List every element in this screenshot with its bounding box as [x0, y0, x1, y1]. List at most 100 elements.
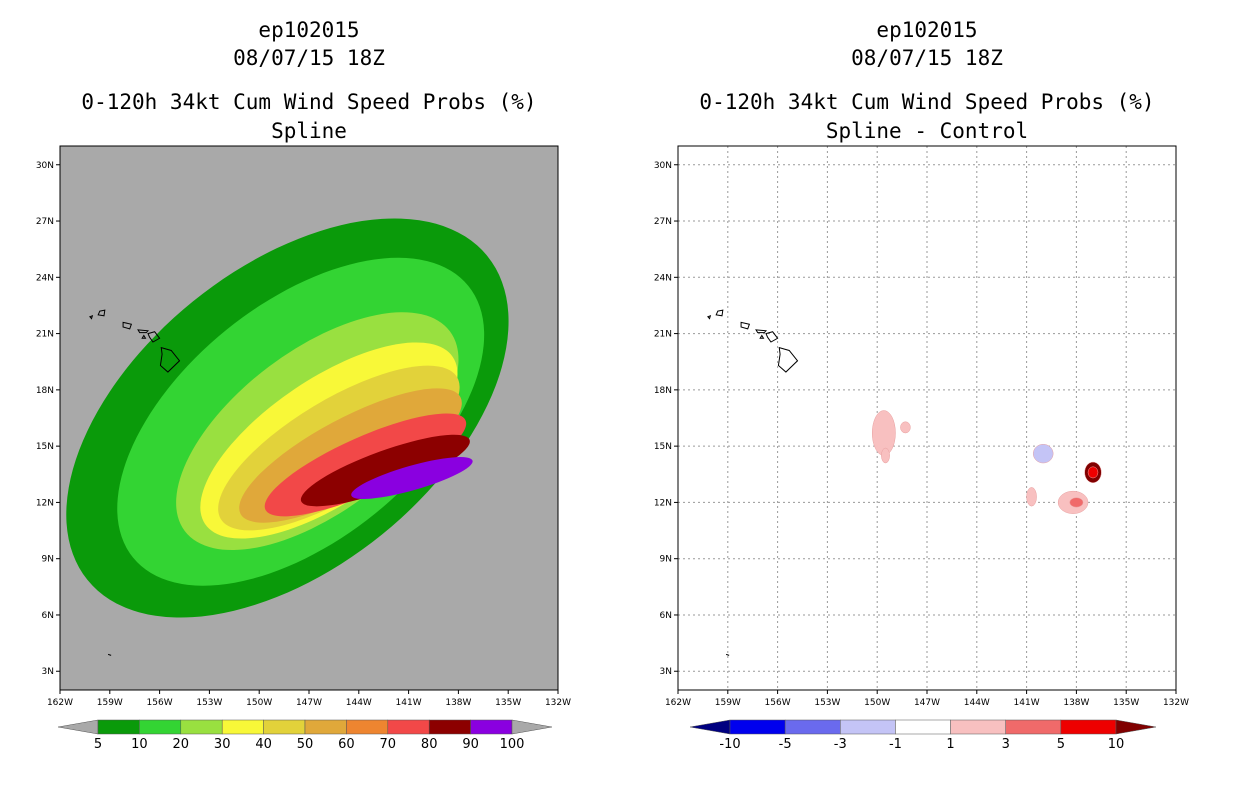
right-subtitle: Spline - Control: [825, 119, 1029, 143]
left-colorbar-segment: [221, 719, 264, 735]
left-colorbar-segment: [139, 719, 182, 735]
right-xtick-label: 135W: [1113, 698, 1139, 708]
right-xtick-label: 138W: [1063, 698, 1089, 708]
right-colorbar-segment: [784, 719, 841, 735]
right-title: 0-120h 34kt Cum Wind Speed Probs (%): [699, 90, 1155, 114]
left-subtitle: Spline: [271, 119, 347, 143]
left-datetime: 08/07/15 18Z: [233, 46, 385, 70]
left-colorbar-label: 20: [173, 737, 190, 752]
left-xtick-label: 162W: [47, 698, 73, 708]
right-colorbar-label: 1: [946, 737, 954, 752]
right-island-coastline: [765, 331, 779, 343]
left-colorbar-segment: [180, 719, 223, 735]
right-island-coastline: [759, 334, 765, 339]
right-colorbar-arrow-high: [1115, 719, 1157, 735]
right-colorbar-segment: [729, 719, 786, 735]
left-colorbar-arrow-high: [511, 719, 553, 735]
left-contour-80: [300, 434, 470, 507]
right-anomaly: [1032, 444, 1054, 464]
right-anomaly: [900, 421, 911, 434]
right-xtick-label: 132W: [1163, 698, 1189, 708]
right-colorbar-segment: [1005, 719, 1062, 735]
left-colorbar-label: 90: [462, 737, 479, 752]
left-colorbar-label: 30: [214, 737, 231, 752]
left-island-coastline: [137, 329, 150, 334]
right-ytick-label: 6N: [660, 611, 672, 621]
left-xtick-label: 159W: [97, 698, 123, 708]
left-xtick-label: 138W: [445, 698, 471, 708]
right-colorbar-label: -10: [719, 737, 740, 752]
right-colorbar-label: -3: [834, 737, 847, 752]
left-ytick-label: 24N: [36, 273, 54, 283]
left-ytick-label: 18N: [36, 386, 54, 396]
right-anomaly: [1069, 497, 1084, 508]
left-island-coastline: [97, 309, 106, 317]
left-colorbar-arrow-low: [57, 719, 99, 735]
right-xtick-label: 153W: [814, 698, 840, 708]
right-xtick-label: 162W: [665, 698, 691, 708]
left-colorbar-label: 10: [131, 737, 148, 752]
left-island-coastline: [147, 331, 161, 343]
right-island-coastline: [777, 346, 799, 373]
right-ytick-label: 9N: [660, 555, 672, 565]
left-colorbar-label: 5: [94, 737, 102, 752]
right-xtick-label: 147W: [914, 698, 940, 708]
right-colorbar-label: -1: [889, 737, 902, 752]
right-ytick-label: 12N: [654, 498, 672, 508]
left-colorbar-label: 80: [421, 737, 438, 752]
left-island-coastline: [107, 653, 112, 656]
left-colorbar-label: 50: [297, 737, 314, 752]
right-ytick-label: 3N: [660, 667, 672, 677]
left-colorbar-segment: [263, 719, 306, 735]
left-ytick-label: 6N: [42, 611, 54, 621]
left-xtick-label: 141W: [396, 698, 422, 708]
left-xtick-label: 135W: [495, 698, 521, 708]
right-ytick-label: 15N: [654, 442, 672, 452]
left-colorbar-segment: [346, 719, 389, 735]
left-ytick-label: 21N: [36, 330, 54, 340]
right-colorbar-label: -5: [779, 737, 792, 752]
right-xtick-label: 144W: [964, 698, 990, 708]
left-ytick-label: 30N: [36, 161, 54, 171]
right-ytick-label: 24N: [654, 273, 672, 283]
right-colorbar-segment: [895, 719, 951, 735]
right-island-coastline: [715, 309, 724, 317]
left-xtick-label: 132W: [545, 698, 571, 708]
right-anomaly: [881, 447, 890, 464]
right-xtick-label: 156W: [765, 698, 791, 708]
right-ytick-label: 18N: [654, 386, 672, 396]
right-difference-map: 162W 159W 156W 153W 150W 147W 144W 141W 138W 135W…: [654, 145, 1189, 752]
right-ytick-label: 21N: [654, 330, 672, 340]
right-datetime: 08/07/15 18Z: [851, 46, 1003, 70]
right-colorbar-arrow-low: [689, 719, 731, 735]
left-ytick-label: 27N: [36, 217, 54, 227]
right-xtick-label: 159W: [715, 698, 741, 708]
left-ytick-label: 15N: [36, 442, 54, 452]
left-island-coastline: [159, 346, 181, 373]
left-colorbar-segment: [304, 719, 347, 735]
left-colorbar-segment: [97, 719, 140, 735]
right-ytick-label: 30N: [654, 161, 672, 171]
left-colorbar-label: 100: [500, 737, 525, 752]
right-island-coastline: [725, 653, 730, 656]
right-colorbar-label: 3: [1002, 737, 1010, 752]
right-ytick-label: 27N: [654, 217, 672, 227]
left-storm-id: ep102015: [258, 18, 360, 42]
right-colorbar-label: 5: [1057, 737, 1065, 752]
right-panel: ep102015 08/07/15 18Z 0-120h 34kt Cum Wi…: [618, 0, 1236, 800]
right-island-coastline: [740, 321, 751, 330]
left-island-coastline: [122, 321, 133, 330]
right-xtick-label: 150W: [864, 698, 890, 708]
left-island-coastline: [89, 314, 94, 320]
left-xtick-label: 150W: [246, 698, 272, 708]
left-xtick-label: 156W: [147, 698, 173, 708]
left-probability-map: 162W 159W 156W 153W 150W 147W 144W 141W 138W 135W…: [36, 145, 571, 752]
left-contour-90: [351, 457, 473, 499]
left-ytick-label: 3N: [42, 667, 54, 677]
right-colorbar-label: 10: [1108, 737, 1125, 752]
left-island-coastline: [141, 334, 147, 339]
left-xtick-label: 144W: [346, 698, 372, 708]
left-colorbar-label: 40: [255, 737, 272, 752]
right-island-coastline: [755, 329, 768, 334]
left-xtick-label: 147W: [296, 698, 322, 708]
